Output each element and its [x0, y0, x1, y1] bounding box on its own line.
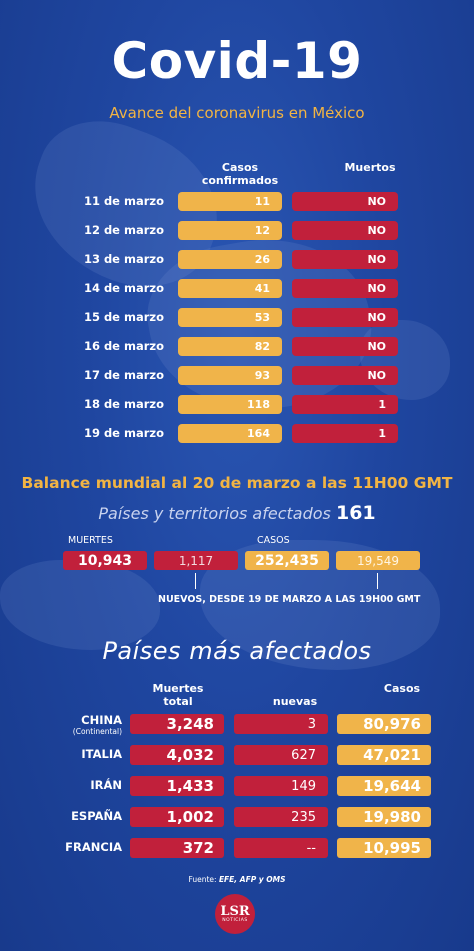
muertos-value: NO — [292, 308, 398, 327]
muertos-value: NO — [292, 337, 398, 356]
casos-value: 11 — [178, 192, 282, 211]
casos-value: 164 — [178, 424, 282, 443]
header-muertes-total: Muertes total — [152, 682, 204, 708]
muertes-nuevas-value: -- — [234, 838, 328, 858]
muertes-total-value: 3,248 — [130, 714, 224, 734]
muertes-label: MUERTES — [68, 535, 113, 546]
page-title: Covid-19 — [111, 32, 363, 90]
muertes-nuevos: 1,117 — [154, 551, 238, 570]
logo-text: LSR — [220, 904, 250, 919]
muertes-total-value: 4,032 — [130, 745, 224, 765]
paises-count: 161 — [335, 502, 376, 524]
casos-value: 19,644 — [337, 776, 431, 796]
header-nuevas: nuevas — [272, 695, 318, 708]
casos-nuevos: 19,549 — [336, 551, 420, 570]
muertes-nuevas-value: 149 — [234, 776, 328, 796]
row-date: 17 de marzo — [83, 368, 164, 382]
muertos-value: 1 — [292, 395, 398, 414]
muertes-total-value: 1,002 — [130, 807, 224, 827]
casos-value: 47,021 — [337, 745, 431, 765]
paises-label: Países y territorios afectados — [98, 504, 331, 523]
country-name: ITALIA — [81, 747, 122, 761]
casos-value: 10,995 — [337, 838, 431, 858]
muertos-value: NO — [292, 250, 398, 269]
country-label: IRÁN — [44, 778, 122, 792]
row-date: 14 de marzo — [83, 281, 164, 295]
header-casos-confirmados: Casos confirmados — [201, 161, 279, 187]
casos-value: 118 — [178, 395, 282, 414]
casos-value: 26 — [178, 250, 282, 269]
map-background — [360, 320, 450, 400]
country-label: FRANCIA — [44, 840, 122, 854]
row-date: 13 de marzo — [83, 252, 164, 266]
header-casos: Casos — [383, 682, 421, 695]
source-note: Fuente: EFE, AFP y OMS — [0, 875, 474, 884]
muertes-nuevas-value: 235 — [234, 807, 328, 827]
mas-afectados-title: Países más afectados — [102, 637, 372, 665]
country-subname: (Continental) — [72, 727, 122, 736]
paises-afectados: Países y territorios afectados 161 — [0, 502, 474, 524]
muertos-value: 1 — [292, 424, 398, 443]
muertes-nuevas-value: 3 — [234, 714, 328, 734]
row-date: 11 de marzo — [83, 194, 164, 208]
muertes-total-value: 372 — [130, 838, 224, 858]
nuevos-connector — [195, 573, 196, 589]
muertos-value: NO — [292, 366, 398, 385]
country-name: IRÁN — [90, 778, 122, 792]
casos-value: 53 — [178, 308, 282, 327]
nuevos-connector — [377, 573, 378, 589]
balance-title: Balance mundial al 20 de marzo a las 11H… — [21, 474, 453, 492]
country-label: ESPAÑA — [44, 809, 122, 823]
muertos-value: NO — [292, 192, 398, 211]
muertos-value: NO — [292, 279, 398, 298]
header-muertos: Muertos — [344, 161, 396, 174]
source-list: EFE, AFP y OMS — [218, 875, 286, 884]
country-name: CHINA — [81, 713, 122, 727]
page-subtitle: Avance del coronavirus en México — [109, 104, 365, 122]
muertos-value: NO — [292, 221, 398, 240]
country-label: ITALIA — [44, 747, 122, 761]
casos-label: CASOS — [257, 535, 290, 546]
casos-value: 82 — [178, 337, 282, 356]
row-date: 18 de marzo — [83, 397, 164, 411]
muertes-nuevas-value: 627 — [234, 745, 328, 765]
casos-value: 80,976 — [337, 714, 431, 734]
logo-subtext: NOTICIAS — [222, 918, 248, 923]
casos-total: 252,435 — [245, 551, 329, 570]
casos-value: 19,980 — [337, 807, 431, 827]
country-name: FRANCIA — [65, 840, 122, 854]
world-map-background — [0, 560, 160, 650]
casos-value: 93 — [178, 366, 282, 385]
row-date: 16 de marzo — [83, 339, 164, 353]
casos-value: 41 — [178, 279, 282, 298]
nuevos-note: NUEVOS, DESDE 19 DE MARZO A LAS 19H00 GM… — [158, 594, 421, 605]
source-label: Fuente: — [188, 875, 217, 884]
casos-value: 12 — [178, 221, 282, 240]
country-name: ESPAÑA — [71, 809, 122, 823]
country-label: CHINA (Continental) — [44, 713, 122, 737]
row-date: 15 de marzo — [83, 310, 164, 324]
lsr-logo: LSR NOTICIAS — [215, 894, 255, 934]
row-date: 19 de marzo — [83, 426, 164, 440]
muertes-total: 10,943 — [63, 551, 147, 570]
row-date: 12 de marzo — [83, 223, 164, 237]
muertes-total-value: 1,433 — [130, 776, 224, 796]
